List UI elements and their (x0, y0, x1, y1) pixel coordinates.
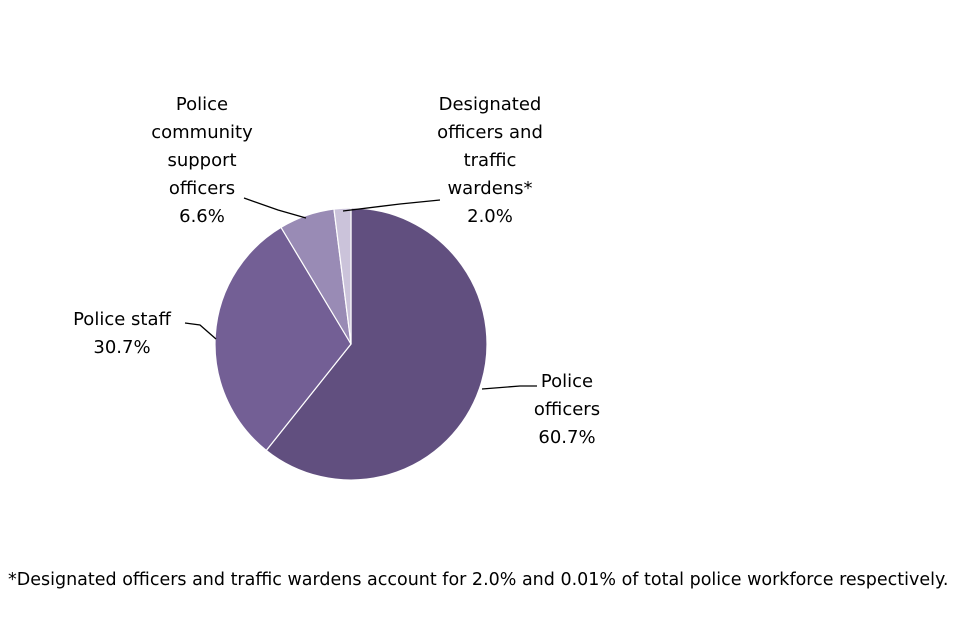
slice-label-line: officers and (437, 122, 543, 143)
slice-label-line: 6.6% (179, 206, 225, 227)
slices-layer (214, 207, 488, 481)
pie-slice-1 (265, 207, 488, 481)
slice-label-3: Police community support officers 6.6% (151, 94, 253, 227)
slice-label-line: wardens* (447, 178, 532, 199)
leader-line-2 (184, 322, 217, 340)
leader-line-3 (243, 197, 307, 219)
leader-line-1 (481, 385, 537, 390)
slice-label-line: Police (176, 94, 228, 115)
slice-label-line: Police staff (73, 309, 171, 330)
slice-label-line: officers (534, 399, 600, 420)
slice-label-line: 30.7% (93, 337, 150, 358)
footnote: *Designated officers and traffic wardens… (8, 570, 949, 590)
pie-slice-4 (333, 207, 352, 345)
leader-lines (184, 197, 537, 390)
slice-label-line: 60.7% (538, 427, 595, 448)
slice-label-2: Police staff 30.7% (73, 309, 171, 358)
slice-label-line: Police (541, 371, 593, 392)
slice-label-line: community (151, 122, 253, 143)
slice-label-line: officers (169, 178, 235, 199)
slice-label-line: 2.0% (467, 206, 513, 227)
slice-label-line: Designated (439, 94, 542, 115)
pie-slice-2 (214, 226, 352, 452)
leader-line-4 (342, 199, 441, 212)
slice-label-1: Police officers 60.7% (534, 371, 600, 448)
slice-labels: Police officers 60.7%Police staff 30.7%Poli… (73, 94, 600, 448)
slice-label-line: support (167, 150, 236, 171)
slice-label-line: traffic (464, 150, 517, 171)
slice-label-4: Designated officers and traffic wardens* 2.0… (437, 94, 543, 227)
